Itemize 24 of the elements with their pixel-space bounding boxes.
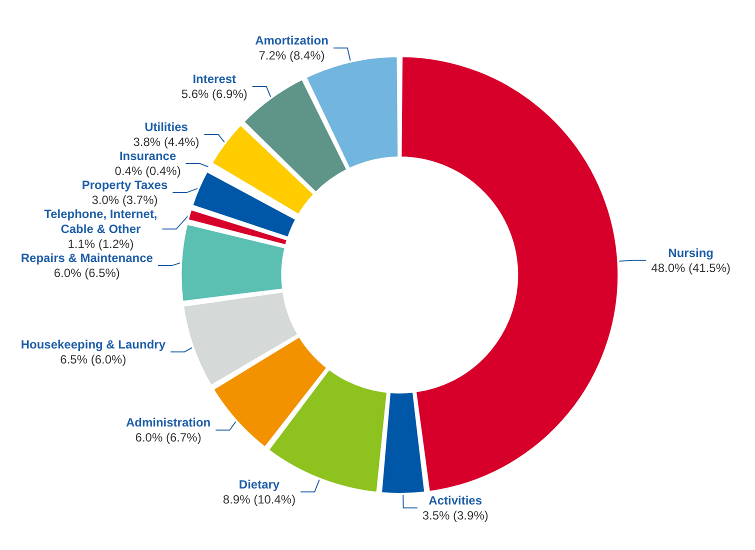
slice-label: Nursing: [668, 246, 714, 260]
slice-label: Telephone, Internet, Cable & Other: [44, 207, 158, 236]
slice-label: Amortization: [255, 33, 328, 48]
data-label: 6.5% (6.0%): [60, 352, 126, 366]
slice-label: Administration: [126, 416, 211, 430]
data-label: 0.4% (0.4%): [114, 164, 181, 178]
slice-label: Dietary: [238, 477, 280, 492]
slice-label: Housekeeping & Laundry: [20, 337, 166, 352]
slice-label: Activities: [428, 493, 482, 508]
data-label: 8.9% (10.4%): [222, 492, 296, 506]
slice-label: Utilities: [144, 120, 188, 134]
data-label: 3.0% (3.7%): [92, 193, 158, 208]
slice-label: Repairs & Maintenance: [20, 251, 154, 266]
data-label: 3.5% (3.9%): [422, 508, 488, 522]
data-label: 3.8% (4.4%): [133, 135, 200, 150]
slice-label: Interest: [192, 72, 236, 86]
data-label: 6.0% (6.7%): [135, 430, 202, 445]
data-label: 48.0% (41.5%): [651, 260, 731, 275]
slice-label: Insurance: [119, 149, 176, 164]
data-label: 5.6% (6.9%): [181, 87, 248, 102]
data-label: 1.1% (1.2%): [68, 237, 134, 252]
data-label: 6.0% (6.5%): [54, 266, 120, 280]
slice-label: Property Taxes: [82, 178, 168, 192]
data-label: 7.2% (8.4%): [258, 48, 325, 62]
